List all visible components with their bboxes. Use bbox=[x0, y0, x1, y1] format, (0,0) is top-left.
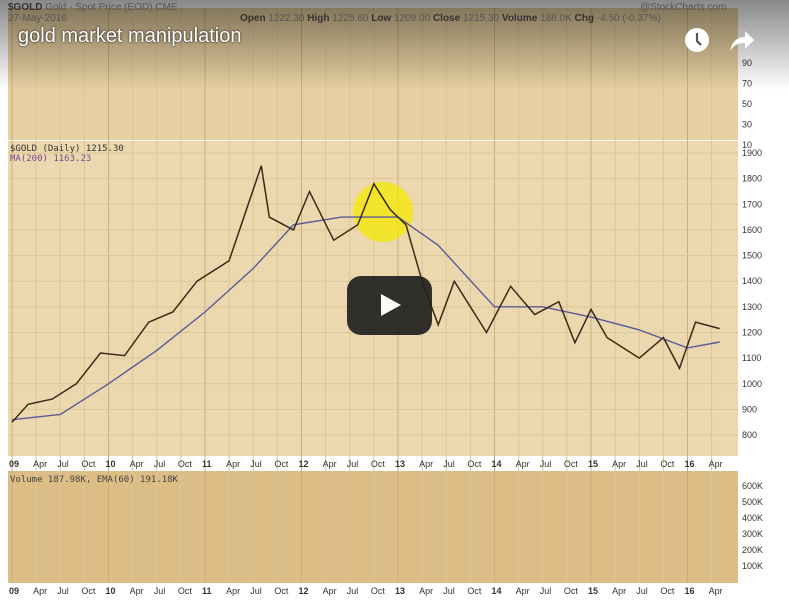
price-tick: 1600 bbox=[742, 225, 762, 235]
x-tick: Oct bbox=[467, 459, 482, 469]
play-button[interactable] bbox=[347, 276, 432, 335]
x-tick: Jul bbox=[636, 459, 648, 469]
x-tick: 10 bbox=[106, 586, 116, 596]
volume-tick: 500K bbox=[742, 497, 763, 507]
x-tick: Apr bbox=[612, 586, 626, 596]
indicator-tick: 30 bbox=[742, 120, 752, 130]
watermark: @StockCharts.com bbox=[640, 2, 727, 13]
x-tick: Apr bbox=[226, 586, 240, 596]
price-tick: 1100 bbox=[742, 353, 761, 363]
video-title[interactable]: gold market manipulation bbox=[18, 25, 242, 47]
x-tick: Apr bbox=[130, 459, 144, 469]
x-tick: Apr bbox=[419, 459, 433, 469]
price-tick: 1500 bbox=[742, 251, 762, 261]
price-line bbox=[11, 165, 720, 423]
indicator-tick: 10 bbox=[742, 140, 752, 150]
x-tick: Jul bbox=[540, 586, 552, 596]
x-tick: Jul bbox=[540, 459, 552, 469]
volume-tick: 600K bbox=[742, 481, 763, 491]
share-icon[interactable] bbox=[728, 27, 756, 58]
x-tick: 09 bbox=[9, 586, 19, 596]
volume-tick: 200K bbox=[742, 545, 763, 555]
volume-panel bbox=[8, 471, 738, 583]
x-tick: 16 bbox=[685, 459, 695, 469]
x-tick: Oct bbox=[660, 459, 675, 469]
x-tick: Oct bbox=[467, 586, 482, 596]
x-tick: 15 bbox=[588, 586, 598, 596]
x-tick: Apr bbox=[33, 586, 47, 596]
x-tick: Apr bbox=[130, 586, 144, 596]
price-tick: 1200 bbox=[742, 327, 762, 337]
x-tick: Jul bbox=[250, 586, 262, 596]
x-tick: Oct bbox=[660, 586, 675, 596]
x-tick: Oct bbox=[178, 586, 193, 596]
price-tick: 1700 bbox=[742, 199, 762, 209]
price-tick: 1400 bbox=[742, 276, 762, 286]
highlight-circle bbox=[353, 182, 413, 242]
price-tick: 900 bbox=[742, 404, 757, 414]
x-tick: Oct bbox=[371, 586, 386, 596]
x-tick: Jul bbox=[443, 459, 455, 469]
x-tick: Apr bbox=[709, 459, 723, 469]
x-tick: Oct bbox=[564, 586, 579, 596]
x-tick: Jul bbox=[636, 586, 648, 596]
x-tick: Jul bbox=[443, 586, 455, 596]
x-tick: 12 bbox=[299, 459, 309, 469]
x-tick: Apr bbox=[323, 586, 337, 596]
x-tick: Oct bbox=[371, 459, 386, 469]
ma-legend: MA(200) 1163.23 bbox=[10, 154, 91, 164]
price-tick: 1900 bbox=[742, 148, 762, 158]
x-tick: 12 bbox=[299, 586, 309, 596]
volume-legend: Volume 187.98K, EMA(60) 191.18K bbox=[10, 475, 179, 485]
volume-tick: 300K bbox=[742, 529, 763, 539]
x-tick: Oct bbox=[81, 459, 96, 469]
clock-icon[interactable] bbox=[684, 27, 710, 58]
price-tick: 800 bbox=[742, 430, 757, 440]
x-tick: Jul bbox=[57, 586, 69, 596]
x-tick: Jul bbox=[154, 459, 166, 469]
x-tick: 11 bbox=[202, 459, 212, 469]
x-tick: 09 bbox=[9, 459, 19, 469]
x-tick: 15 bbox=[588, 459, 598, 469]
ma200-line bbox=[11, 216, 720, 421]
x-tick: 11 bbox=[202, 586, 212, 596]
x-tick: Jul bbox=[250, 459, 262, 469]
indicator-tick: 70 bbox=[742, 79, 752, 89]
x-tick: Oct bbox=[81, 586, 96, 596]
x-tick: 16 bbox=[685, 586, 695, 596]
x-tick: Oct bbox=[178, 459, 193, 469]
x-tick: Apr bbox=[516, 459, 530, 469]
volume-tick: 400K bbox=[742, 513, 763, 523]
x-tick: Apr bbox=[419, 586, 433, 596]
x-tick: Jul bbox=[57, 459, 69, 469]
x-tick: Apr bbox=[516, 586, 530, 596]
ohlc-readout: Open 1222.30 High 1225.60 Low 1209.00 Cl… bbox=[240, 13, 661, 24]
x-tick: Oct bbox=[564, 459, 579, 469]
x-tick: Apr bbox=[612, 459, 626, 469]
x-tick: Jul bbox=[347, 459, 359, 469]
chart-symbol: $GOLD Gold - Spot Price (EOD) CME bbox=[8, 2, 178, 13]
indicator-tick: 90 bbox=[742, 58, 752, 68]
price-tick: 1800 bbox=[742, 174, 762, 184]
x-tick: 14 bbox=[492, 586, 502, 596]
x-tick: Apr bbox=[33, 459, 47, 469]
x-tick: Jul bbox=[347, 586, 359, 596]
x-tick: 13 bbox=[395, 586, 405, 596]
indicator-tick: 50 bbox=[742, 99, 752, 109]
volume-tick: 100K bbox=[742, 561, 763, 571]
x-tick: Oct bbox=[274, 459, 289, 469]
chart-date: 27-May-2016 bbox=[8, 13, 67, 24]
x-tick: Apr bbox=[226, 459, 240, 469]
x-tick: Apr bbox=[709, 586, 723, 596]
x-tick: 10 bbox=[106, 459, 116, 469]
x-tick: 14 bbox=[492, 459, 502, 469]
price-legend: $GOLD (Daily) 1215.30 bbox=[10, 144, 124, 154]
price-tick: 1300 bbox=[742, 302, 762, 312]
x-tick: Apr bbox=[323, 459, 337, 469]
indicator-panel bbox=[8, 8, 738, 140]
x-tick: Jul bbox=[154, 586, 166, 596]
x-tick: Oct bbox=[274, 586, 289, 596]
price-tick: 1000 bbox=[742, 379, 762, 389]
x-tick: 13 bbox=[395, 459, 405, 469]
